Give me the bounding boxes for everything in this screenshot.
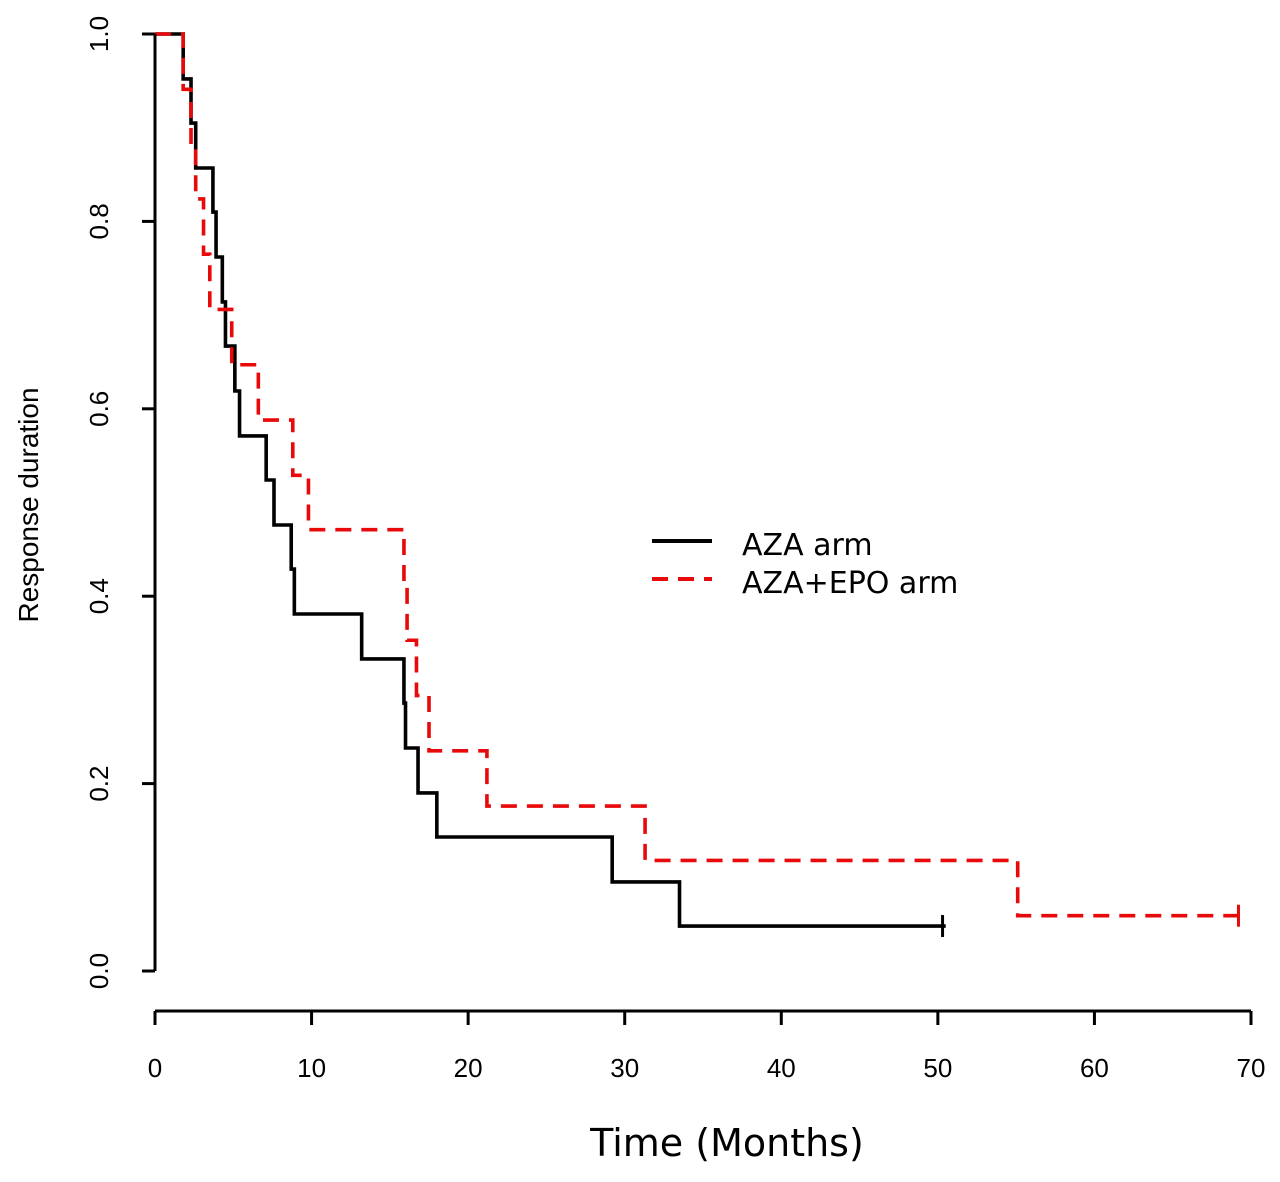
x-tick-label: 0 — [148, 1053, 162, 1083]
x-tick-label: 60 — [1080, 1053, 1109, 1083]
x-tick-label: 50 — [923, 1053, 952, 1083]
x-axis: 0 10 20 30 40 50 60 70 — [148, 1009, 1266, 1083]
y-tick-label: 1.0 — [84, 16, 114, 52]
series-line-aza — [155, 32, 946, 928]
x-axis-title: Time (Months) — [589, 1121, 864, 1165]
y-axis-title: Response duration — [13, 387, 44, 622]
y-tick-label: 0.4 — [84, 578, 114, 614]
x-tick-label: 20 — [454, 1053, 483, 1083]
x-tick-label: 30 — [610, 1053, 639, 1083]
x-tick-label: 70 — [1237, 1053, 1266, 1083]
y-tick-label: 0.2 — [84, 766, 114, 802]
legend-label-aza: AZA arm — [742, 528, 873, 563]
legend: AZA arm AZA+EPO arm — [652, 528, 958, 601]
y-axis: 0.0 0.2 0.4 0.6 0.8 1.0 — [84, 16, 157, 989]
series-group — [153, 32, 1244, 971]
y-tick-label: 0.8 — [84, 203, 114, 239]
y-tick-label: 0.6 — [84, 391, 114, 427]
x-tick-label: 40 — [767, 1053, 796, 1083]
y-tick-label: 0.0 — [84, 953, 114, 989]
legend-label-aza-epo: AZA+EPO arm — [742, 566, 958, 601]
x-tick-label: 10 — [297, 1053, 326, 1083]
series-line-aza-epo — [155, 32, 1244, 918]
